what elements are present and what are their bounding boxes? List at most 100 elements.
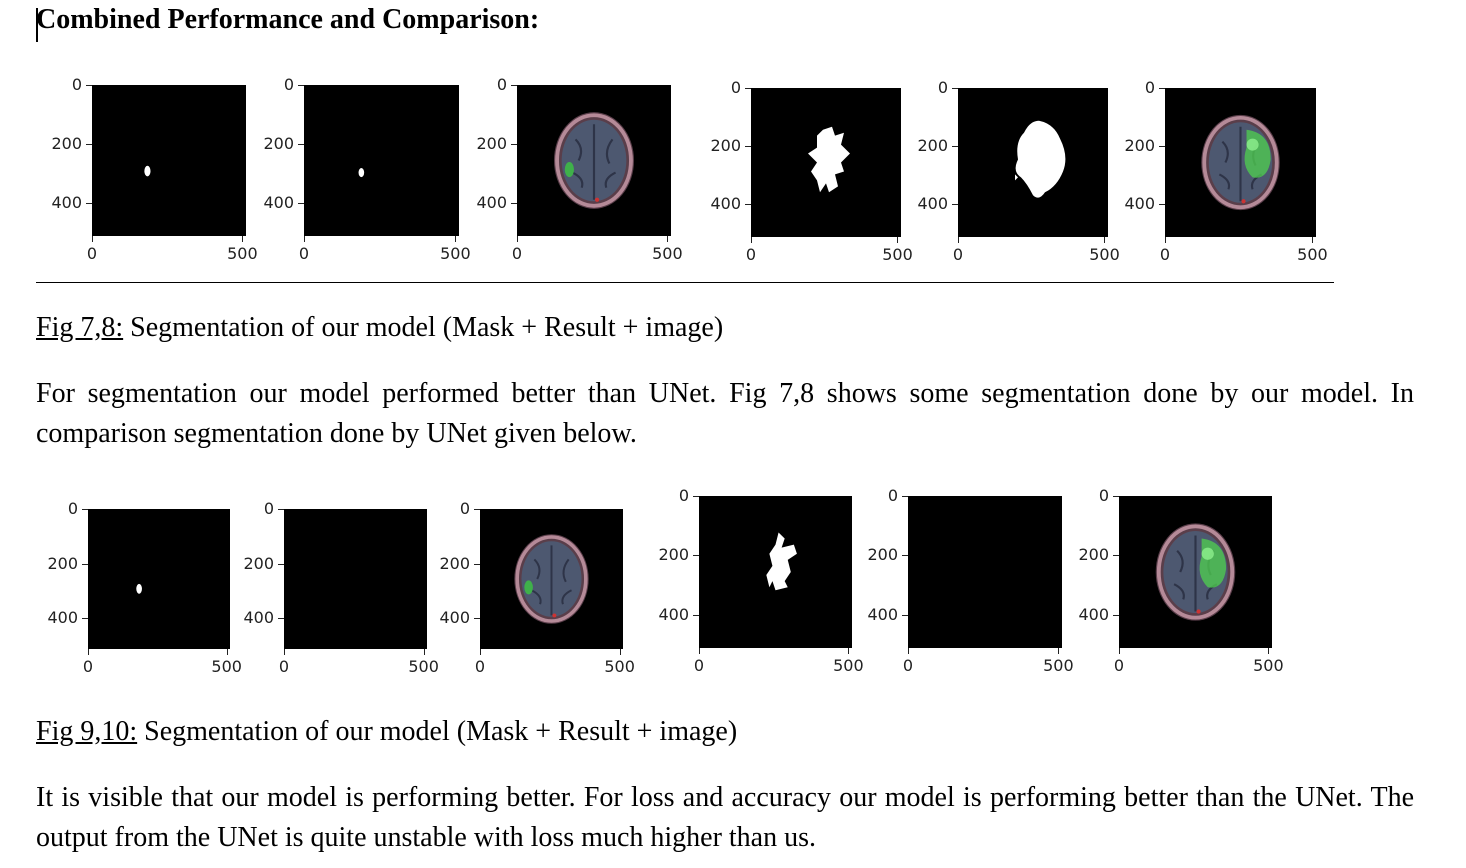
- x-tick-label: 500: [408, 657, 439, 676]
- x-tick-label: 500: [652, 244, 683, 263]
- segmentation-image: [1119, 496, 1272, 648]
- y-tick-mark: [902, 614, 908, 616]
- segmentation-image: [304, 85, 459, 236]
- segmentation-image: [88, 509, 230, 649]
- x-tick-label: 500: [1297, 245, 1328, 264]
- y-tick-mark: [745, 88, 751, 89]
- mask-large-graphic: [808, 126, 850, 193]
- paragraph-1: For segmentation our model performed bet…: [36, 378, 1414, 449]
- segmentation-image: [1165, 88, 1316, 237]
- x-tick-mark: [480, 649, 481, 655]
- figure-9-10-label: Fig 9,10:: [36, 716, 138, 747]
- y-tick-label: 200: [658, 545, 689, 565]
- y-tick-mark: [902, 496, 908, 497]
- x-tick-mark: [284, 649, 285, 655]
- y-tick-mark: [82, 618, 88, 620]
- result-empty-graphic: [908, 496, 1062, 648]
- y-tick-mark: [474, 618, 480, 620]
- y-tick-label: 200: [439, 553, 470, 573]
- x-tick-label: 0: [745, 245, 757, 264]
- y-tick-mark: [745, 146, 751, 148]
- y-tick-label: 400: [243, 608, 274, 628]
- y-tick-label: 400: [658, 604, 689, 624]
- section-heading: Combined Performance and Comparison:: [36, 4, 540, 35]
- y-tick-label: 0: [459, 499, 470, 518]
- y-tick-mark: [693, 555, 699, 557]
- y-tick-mark: [952, 88, 958, 89]
- x-tick-label: 0: [902, 656, 914, 675]
- y-tick-mark: [1113, 555, 1119, 557]
- y-tick-label: 0: [730, 78, 741, 97]
- y-tick-mark: [298, 202, 304, 204]
- mri-image-graphic: [553, 112, 635, 209]
- y-tick-label: 200: [867, 545, 898, 565]
- x-tick-label: 0: [693, 656, 705, 675]
- x-tick-mark: [226, 649, 228, 655]
- x-tick-mark: [455, 236, 457, 242]
- x-tick-label: 0: [474, 657, 486, 676]
- figure-7-8-caption: Fig 7,8: Segmentation of our model (Mask…: [36, 312, 723, 344]
- x-tick-mark: [667, 236, 669, 242]
- x-tick-mark: [908, 648, 909, 654]
- y-tick-mark: [474, 509, 480, 510]
- y-tick-mark: [86, 143, 92, 145]
- y-tick-mark: [511, 85, 517, 86]
- y-tick-label: 200: [243, 553, 274, 573]
- result-empty-graphic: [284, 509, 427, 649]
- x-tick-mark: [423, 649, 425, 655]
- text-cursor: [36, 8, 38, 42]
- y-tick-mark: [693, 496, 699, 497]
- y-tick-label: 200: [51, 133, 82, 153]
- y-tick-mark: [745, 204, 751, 206]
- x-tick-label: 0: [298, 244, 310, 263]
- y-tick-mark: [952, 204, 958, 206]
- x-tick-mark: [958, 237, 959, 243]
- x-tick-mark: [88, 649, 89, 655]
- y-tick-label: 400: [476, 192, 507, 212]
- y-tick-mark: [902, 555, 908, 557]
- y-tick-label: 0: [71, 75, 82, 94]
- y-tick-mark: [1113, 614, 1119, 616]
- segmentation-image: [699, 496, 852, 648]
- y-tick-mark: [511, 202, 517, 204]
- x-tick-mark: [1312, 237, 1314, 243]
- x-tick-mark: [619, 649, 621, 655]
- x-tick-label: 0: [82, 657, 94, 676]
- mask-small-graphic: [144, 165, 151, 177]
- result-large-graphic: [1015, 120, 1066, 198]
- x-tick-label: 500: [1253, 656, 1284, 675]
- x-tick-label: 0: [86, 244, 98, 263]
- y-tick-label: 400: [439, 608, 470, 628]
- figure-divider: [36, 282, 1334, 283]
- y-tick-mark: [1159, 146, 1165, 148]
- y-tick-label: 0: [283, 75, 294, 94]
- x-tick-label: 0: [1113, 656, 1125, 675]
- y-tick-mark: [278, 509, 284, 510]
- mri-image-tumor-graphic: [1155, 523, 1236, 621]
- y-tick-label: 0: [496, 75, 507, 94]
- y-tick-mark: [82, 563, 88, 565]
- segmentation-image: [517, 85, 671, 236]
- mask-small-graphic: [136, 583, 142, 594]
- figure-9-10-caption-text: Segmentation of our model (Mask + Result…: [137, 716, 738, 747]
- y-tick-mark: [474, 563, 480, 565]
- segmentation-image: [284, 509, 427, 649]
- y-tick-mark: [298, 143, 304, 145]
- segmentation-image: [480, 509, 623, 649]
- x-tick-mark: [1119, 648, 1120, 654]
- y-tick-label: 0: [937, 78, 948, 97]
- x-tick-label: 500: [882, 245, 913, 264]
- figure-7-8-caption-text: Segmentation of our model (Mask + Result…: [123, 312, 724, 343]
- mask-medium-graphic: [766, 532, 797, 591]
- y-tick-mark: [1159, 204, 1165, 206]
- figure-9-10-caption: Fig 9,10: Segmentation of our model (Mas…: [36, 716, 737, 748]
- x-tick-mark: [517, 236, 518, 242]
- x-tick-label: 500: [211, 657, 242, 676]
- x-tick-mark: [751, 237, 752, 243]
- x-tick-label: 0: [511, 244, 523, 263]
- segmentation-image: [958, 88, 1108, 237]
- y-tick-label: 400: [47, 608, 78, 628]
- y-tick-label: 200: [710, 136, 741, 156]
- y-tick-label: 0: [263, 499, 274, 518]
- x-tick-mark: [92, 236, 93, 242]
